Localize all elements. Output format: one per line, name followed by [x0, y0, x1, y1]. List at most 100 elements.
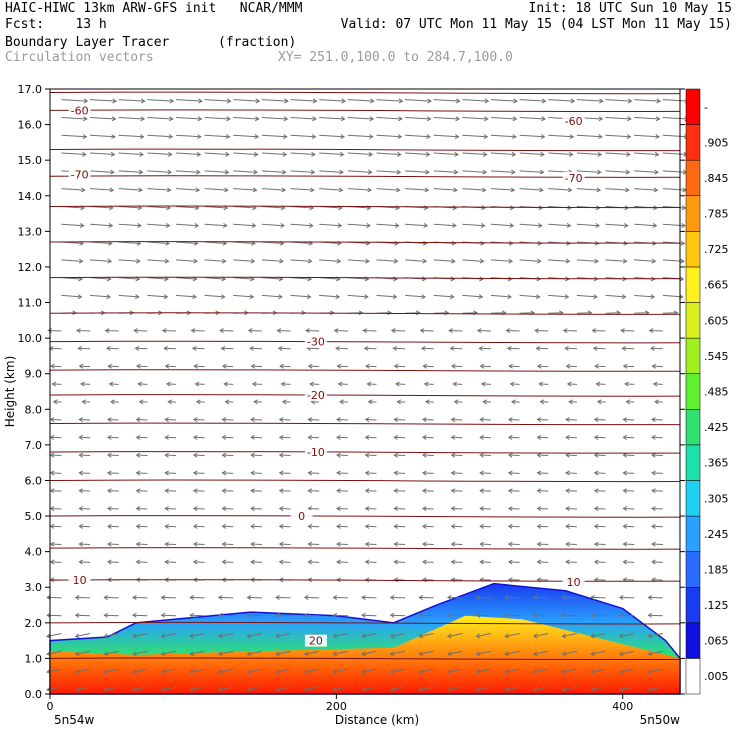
circulation-vector: [75, 668, 91, 673]
temperature-contour: [49, 312, 681, 315]
circulation-vector: [605, 170, 630, 173]
circulation-vector-head: [479, 559, 484, 565]
circulation-vector: [619, 633, 635, 637]
circulation-vector: [46, 650, 62, 655]
circulation-vector: [394, 525, 406, 528]
circulation-vector: [76, 330, 91, 332]
circulation-vector: [605, 152, 630, 156]
circulation-vector: [333, 614, 348, 617]
plot-frame: [49, 88, 681, 695]
circulation-vector-head: [364, 452, 370, 458]
circulation-vector-head: [250, 506, 255, 512]
circulation-vector-head: [569, 134, 575, 140]
circulation-vector-head: [284, 98, 289, 104]
circulation-vector: [90, 170, 114, 173]
circulation-vector: [451, 454, 463, 457]
circulation-vector: [279, 525, 291, 528]
circulation-vector-head: [361, 633, 366, 639]
circulation-vector: [537, 507, 549, 510]
circulation-vector-head: [83, 116, 88, 122]
circulation-vector: [304, 686, 320, 691]
circulation-vector-head: [567, 187, 573, 193]
circulation-vector-head: [625, 169, 631, 175]
colorbar-swatch: [685, 266, 701, 303]
circulation-vector-head: [309, 381, 314, 387]
circulation-vector: [222, 490, 234, 492]
circulation-vector-head: [135, 470, 141, 476]
circulation-vector-head: [160, 612, 166, 618]
circulation-vector: [46, 633, 62, 637]
circulation-vector: [480, 365, 492, 368]
contour-label-bg: [304, 634, 327, 647]
circulation-vector-head: [217, 633, 223, 639]
circulation-vector-head: [217, 595, 223, 601]
circulation-vector: [476, 686, 492, 691]
colorbar-label: .425: [704, 421, 729, 434]
circulation-vector-head: [189, 595, 194, 601]
circulation-vector: [566, 490, 577, 492]
circulation-vector: [193, 561, 205, 563]
x-right-location: 5n50w: [640, 713, 681, 727]
circulation-vector-head: [135, 523, 141, 529]
circulation-vector: [347, 259, 369, 262]
circulation-vector-head: [49, 541, 55, 547]
circulation-vector: [576, 188, 601, 191]
colorbar-swatch: [685, 658, 701, 695]
colorbar-swatch: [685, 515, 701, 552]
circulation-vector: [537, 454, 549, 457]
circulation-vector: [376, 116, 402, 120]
circulation-vector: [390, 668, 406, 673]
circulation-vector: [462, 152, 487, 156]
circulation-vector-head: [620, 328, 625, 334]
colorbar-label: .725: [704, 243, 729, 256]
circulation-vector-head: [169, 98, 175, 104]
circulation-vector: [533, 614, 549, 617]
circulation-vector-head: [590, 669, 596, 674]
circulation-vector: [394, 436, 406, 439]
circulation-vector: [593, 347, 606, 350]
circulation-vector: [193, 490, 205, 492]
circulation-vector-head: [164, 452, 169, 458]
circulation-vector-head: [74, 595, 80, 601]
contour-label-bg: [562, 115, 585, 128]
circulation-vector-head: [422, 363, 428, 369]
circulation-vector: [336, 507, 348, 510]
circulation-vector-head: [618, 595, 624, 601]
circulation-vector-head: [105, 345, 111, 351]
circulation-vector: [261, 205, 285, 209]
circulation-vector-head: [49, 523, 55, 529]
circulation-vector: [233, 170, 258, 173]
circulation-vector-head: [225, 151, 230, 157]
circulation-vector: [224, 383, 234, 385]
y-tick-label: 14.0: [18, 190, 43, 203]
circulation-vector-head: [253, 169, 259, 175]
circulation-vector-head: [250, 559, 255, 565]
circulation-vector-head: [278, 417, 284, 423]
circulation-vector: [165, 507, 177, 510]
circulation-vector-head: [332, 651, 338, 657]
circulation-vector-head: [652, 223, 658, 229]
circulation-vector-head: [221, 452, 227, 458]
circulation-vector-head: [106, 559, 112, 565]
circulation-vector: [304, 596, 320, 599]
circulation-vector: [480, 454, 492, 457]
circulation-vector: [405, 223, 428, 227]
circulation-vector: [132, 614, 148, 617]
circulation-vector: [548, 294, 569, 298]
circulation-vector-head: [341, 98, 347, 104]
circulation-vector: [576, 223, 600, 227]
circulation-vector-head: [192, 541, 198, 547]
circulation-vector: [420, 330, 434, 332]
circulation-vector: [248, 330, 262, 332]
circulation-vector-head: [132, 651, 137, 657]
circulation-vector: [251, 418, 262, 421]
colorbar-swatch: [685, 302, 701, 339]
circulation-vector-head: [332, 669, 338, 674]
circulation-vector-head: [389, 633, 395, 639]
circulation-vector-head: [598, 134, 603, 140]
circulation-vector-head: [275, 612, 280, 618]
circulation-vector: [190, 650, 205, 655]
temperature-contour: [49, 175, 681, 178]
circulation-vector-head: [420, 345, 426, 351]
circulation-vector-head: [192, 523, 198, 529]
